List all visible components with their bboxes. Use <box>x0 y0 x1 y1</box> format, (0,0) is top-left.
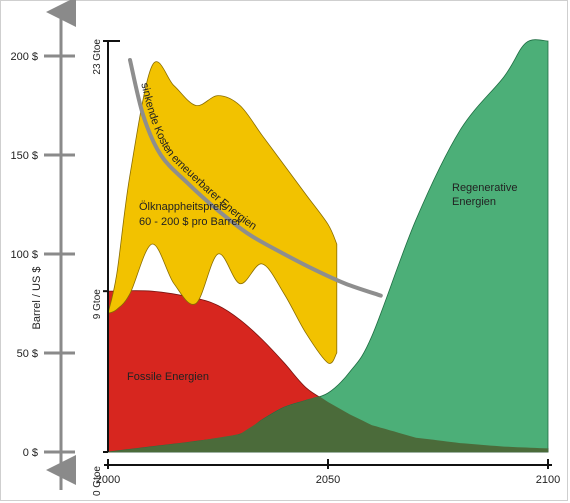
energy-tick-label: 9 Gtoe <box>92 289 103 319</box>
x-tick-label: 2100 <box>536 474 560 486</box>
overlap-area <box>108 396 548 452</box>
price-tick-label: 200 $ <box>10 51 38 63</box>
price-tick-label: 0 $ <box>23 447 38 459</box>
fossile-energien-label: Fossile Energien <box>127 371 209 383</box>
cost-curve-line <box>128 58 383 298</box>
price-tick-label: 50 $ <box>17 348 38 360</box>
energy-tick-label: 23 Gtoe <box>92 39 103 75</box>
regenerative-energien-label: Energien <box>452 196 496 208</box>
x-tick-label: 2000 <box>96 474 120 486</box>
price-axis-title: Barrel / US $ <box>31 267 43 330</box>
x-tick-label: 2050 <box>316 474 340 486</box>
regenerative-energien-label: Regenerative <box>452 182 517 194</box>
price-tick-label: 150 $ <box>10 150 38 162</box>
price-band-label: 60 - 200 $ pro Barrel <box>139 216 240 228</box>
price-band-label: Ölknappheitspreis <box>139 201 228 213</box>
price-tick-label: 100 $ <box>10 249 38 261</box>
energy-tick-label: 0 Gtoe <box>92 466 103 496</box>
